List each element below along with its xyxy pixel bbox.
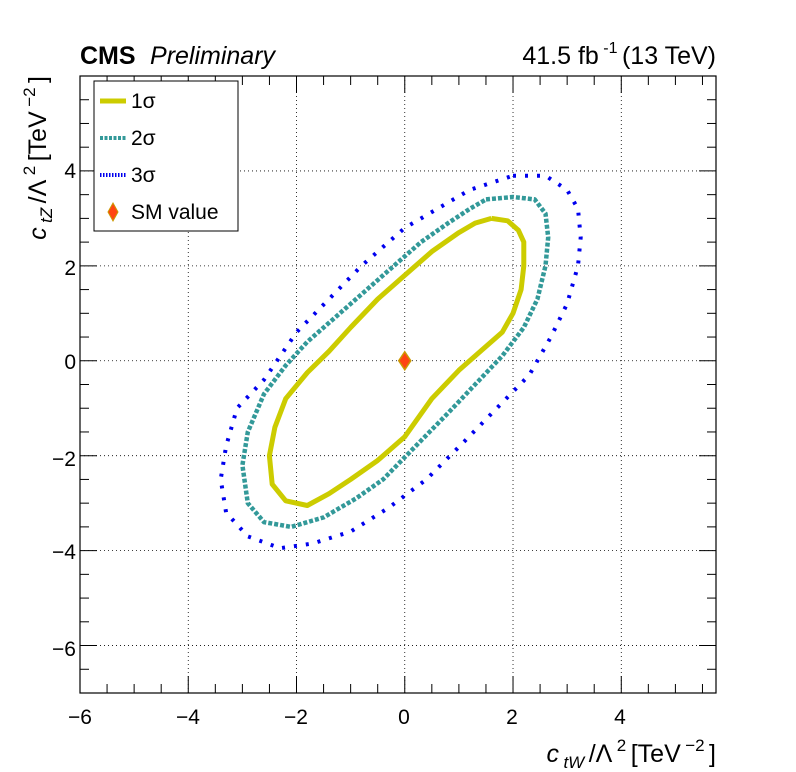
contour-1sigma [266, 215, 527, 508]
legend-label-sm-value: SM value [131, 201, 219, 224]
contour-2sigma [240, 194, 551, 530]
sm-value-marker [397, 350, 412, 372]
x-axis-unit: [TeV [631, 740, 681, 768]
contours [218, 173, 583, 551]
contour-3sigma [218, 173, 583, 551]
y-tick-labels: −6 −4 −2 0 2 4 [52, 160, 76, 661]
x-axis-title: c tW /Λ 2 [TeV −2 ] [547, 736, 717, 772]
luminosity-label: 41.5 fb -1 (13 TeV) [522, 40, 716, 70]
y-axis-close: ] [24, 76, 52, 83]
y-tick-label: −4 [52, 541, 76, 564]
y-tick-label: 4 [64, 160, 76, 183]
legend-label-1sigma: 1σ [131, 90, 156, 113]
legend-label-2sigma: 2σ [131, 127, 156, 150]
y-tick-label: −2 [52, 448, 76, 471]
energy-label: (13 TeV) [622, 42, 716, 70]
status-label: Preliminary [150, 42, 277, 70]
cms-label: CMS [80, 42, 136, 70]
experiment-label: CMS Preliminary [80, 42, 277, 70]
y-axis-sub: tZ [37, 207, 56, 223]
lumi-exponent: -1 [603, 40, 617, 57]
y-tick-label: −6 [52, 638, 76, 661]
legend-label-3sigma: 3σ [131, 164, 156, 187]
x-tick-label: 0 [398, 706, 410, 729]
x-tick-labels: −6 −4 −2 0 2 4 [68, 706, 626, 729]
y-axis-var: c [24, 227, 52, 240]
legend-swatch-sm-value [107, 201, 119, 223]
x-axis-slash: /Λ [589, 740, 613, 768]
legend-box [93, 80, 239, 232]
x-tick-label: −4 [176, 706, 200, 729]
x-axis-sub: tW [563, 753, 586, 772]
x-axis-var: c [547, 740, 560, 768]
y-axis-title: c tZ /Λ 2 [TeV −2 ] [20, 76, 56, 240]
y-axis-unit: [TeV [24, 111, 52, 161]
y-axis-unit-pow: −2 [20, 87, 39, 106]
x-axis-close: ] [709, 740, 716, 768]
legend: 1σ 2σ 3σ SM value [93, 80, 239, 232]
x-axis-unit-pow: −2 [685, 736, 704, 755]
y-tick-label: 0 [64, 351, 76, 374]
lumi-value: 41.5 fb [522, 42, 598, 70]
x-tick-label: −6 [68, 706, 92, 729]
x-tick-label: 2 [506, 706, 518, 729]
x-axis-pow: 2 [617, 736, 626, 755]
y-axis-pow: 2 [20, 166, 39, 175]
y-tick-label: 2 [64, 257, 76, 280]
x-tick-label: 4 [614, 706, 626, 729]
x-tick-label: −2 [284, 706, 308, 729]
y-axis-slash: /Λ [24, 179, 52, 203]
